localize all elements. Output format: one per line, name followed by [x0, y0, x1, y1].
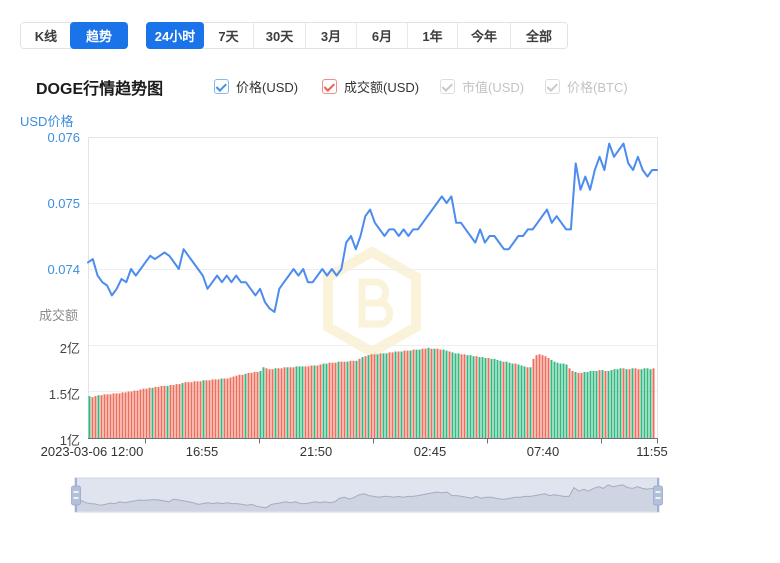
navigator-left-handle[interactable] — [71, 485, 81, 506]
x-tick-1200: 2023-03-06 12:00 — [40, 444, 144, 459]
tab-24h[interactable]: 24小时 — [146, 22, 204, 49]
checkbox-marketcap-usd[interactable] — [440, 79, 455, 94]
chart-type-tab-group: K线 趋势 — [20, 22, 128, 49]
legend-label: 价格(BTC) — [567, 80, 628, 95]
x-axis — [88, 438, 658, 444]
x-tick-1655: 16:55 — [185, 444, 219, 459]
volume-axis-title: 成交额 — [38, 308, 78, 323]
tab-30d[interactable]: 30天 — [253, 23, 305, 48]
price-line-series — [87, 142, 658, 313]
x-tick-1155: 11:55 — [636, 444, 668, 459]
legend-label: 成交额(USD) — [344, 80, 420, 95]
price-tick-0075: 0.075 — [47, 196, 80, 211]
x-tick-0740: 07:40 — [526, 444, 560, 459]
plot-border — [88, 137, 658, 439]
navigator-area — [76, 484, 657, 511]
x-tick-2150: 21:50 — [299, 444, 333, 459]
legend-label: 价格(USD) — [236, 80, 299, 95]
gridlines — [89, 203, 657, 392]
tab-ytd[interactable]: 今年 — [457, 23, 510, 48]
tab-trend[interactable]: 趋势 — [70, 22, 128, 49]
price-tick-0076: 0.076 — [47, 130, 80, 145]
volume-bar-series — [88, 347, 655, 439]
legend-price-usd[interactable]: 价格(USD) — [214, 77, 298, 96]
tab-3m[interactable]: 3月 — [305, 23, 356, 48]
legend-volume-usd[interactable]: 成交额(USD) — [322, 77, 419, 96]
volume-tick-2: 2亿 — [59, 341, 80, 356]
volume-tick-15: 1.5亿 — [48, 387, 80, 402]
price-tick-0074: 0.074 — [47, 262, 80, 277]
tab-kline[interactable]: K线 — [21, 23, 71, 48]
watermark-logo — [323, 246, 421, 358]
range-navigator[interactable] — [71, 477, 663, 513]
tab-all[interactable]: 全部 — [510, 23, 567, 48]
tab-7d[interactable]: 7天 — [203, 23, 253, 48]
page-title: DOGE行情趋势图 — [36, 81, 164, 98]
tab-6m[interactable]: 6月 — [356, 23, 407, 48]
checkbox-price-btc[interactable] — [545, 79, 560, 94]
navigator-right-handle[interactable] — [653, 485, 663, 506]
time-range-tab-group: 24小时 7天 30天 3月 6月 1年 今年 全部 — [146, 22, 568, 49]
legend-price-btc[interactable]: 价格(BTC) — [545, 77, 628, 96]
checkbox-price-usd[interactable] — [214, 79, 229, 94]
price-axis-title: USD价格 — [20, 114, 74, 129]
checkbox-volume-usd[interactable] — [322, 79, 337, 94]
navigator-line — [75, 484, 657, 509]
volume-tick-1: 1亿 — [59, 433, 80, 448]
x-tick-0245: 02:45 — [413, 444, 447, 459]
legend-label: 市值(USD) — [462, 80, 525, 95]
legend-marketcap-usd[interactable]: 市值(USD) — [440, 77, 524, 96]
tab-1y[interactable]: 1年 — [407, 23, 457, 48]
